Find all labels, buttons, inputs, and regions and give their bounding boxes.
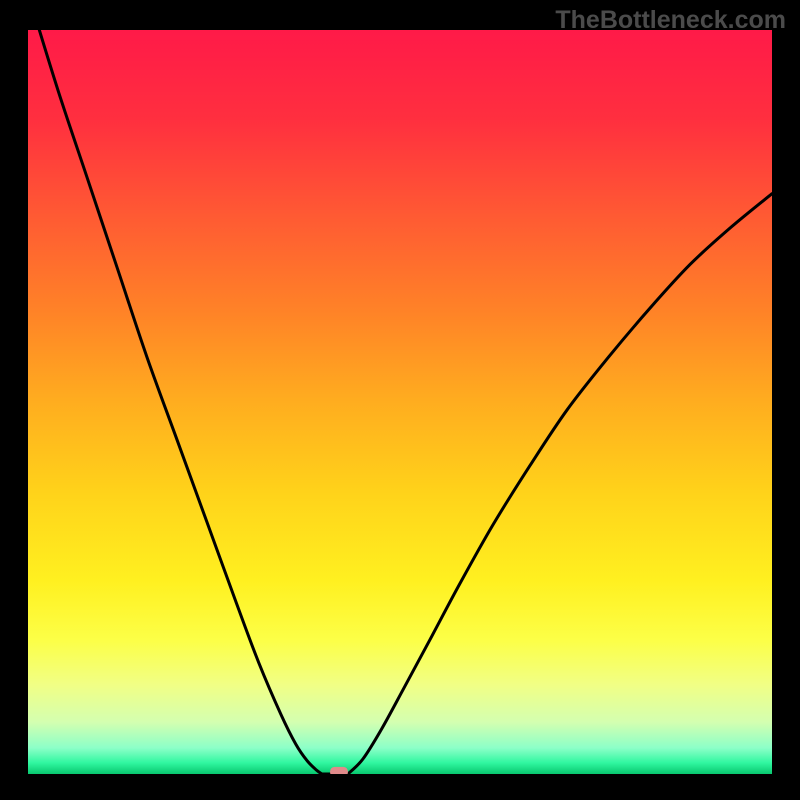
- bottleneck-chart: [28, 30, 772, 774]
- gradient-background: [28, 30, 772, 774]
- minimum-marker: [330, 767, 348, 774]
- watermark-text: TheBottleneck.com: [555, 6, 786, 35]
